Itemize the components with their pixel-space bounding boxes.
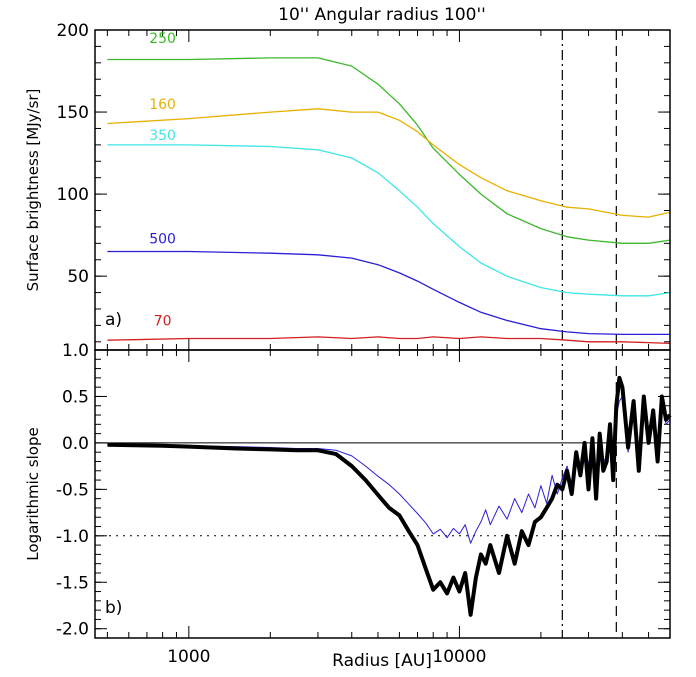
series-line-b-1: [107, 375, 672, 617]
top-label: 10'' Angular radius 100'': [278, 5, 486, 25]
series-label: 500: [149, 231, 176, 247]
series-line-350: [107, 144, 671, 297]
y-tick-label: -1.0: [56, 527, 89, 547]
series-label: 70: [154, 313, 172, 329]
series-line-250: [107, 57, 671, 244]
series-label: 250: [149, 31, 176, 47]
panel-b-tag: b): [105, 598, 122, 618]
panel-b-labels: -2.0 -1.5 -1.0 -0.5 0.0 0.5 1.0 1000 10000: [56, 341, 487, 667]
panel-a-labels: 50 100 150 200 250 160 350 500 70: [57, 21, 176, 329]
y-tick-label: 150: [57, 103, 89, 123]
y-tick-label: 1.0: [62, 341, 89, 361]
series-line-70: [107, 336, 671, 345]
panel-b-frame: [94, 349, 671, 639]
panel-b-series: [107, 375, 672, 617]
x-tick-label: 1000: [167, 647, 210, 667]
panel-a-frame: [94, 29, 671, 351]
series-line-b-0: [107, 396, 671, 544]
y-tick-label: 100: [57, 185, 89, 205]
series-label: 160: [149, 97, 176, 113]
panel-a-series: [107, 57, 671, 345]
series-label: 350: [149, 128, 176, 144]
panel-a-tag: a): [105, 310, 122, 330]
y-tick-label: 0.0: [62, 434, 89, 454]
panel-a-grid: [95, 29, 671, 350]
y-tick-label: 200: [57, 21, 89, 41]
panel-b-xlabel: Radius [AU]: [332, 651, 432, 671]
panel-a-ylabel: Surface brightness [MJy/sr]: [24, 89, 42, 292]
y-tick-label: -2.0: [56, 620, 89, 640]
y-tick-label: 50: [67, 267, 89, 287]
panel-b-grid: [95, 349, 671, 639]
y-tick-label: 0.5: [62, 387, 89, 407]
series-line-160: [107, 108, 671, 218]
panel-a: 50 100 150 200 250 160 350 500 70 a) Surface bri…: [24, 21, 671, 351]
panel-b-ylabel: Logarithmic slope: [24, 427, 42, 560]
y-tick-label: -0.5: [56, 480, 89, 500]
series-line-500: [107, 250, 670, 336]
panel-b: -2.0 -1.5 -1.0 -0.5 0.0 0.5 1.0 1000 10000 b) Lo…: [24, 341, 672, 671]
y-tick-label: -1.5: [56, 573, 89, 593]
x-tick-label: 10000: [432, 647, 486, 667]
